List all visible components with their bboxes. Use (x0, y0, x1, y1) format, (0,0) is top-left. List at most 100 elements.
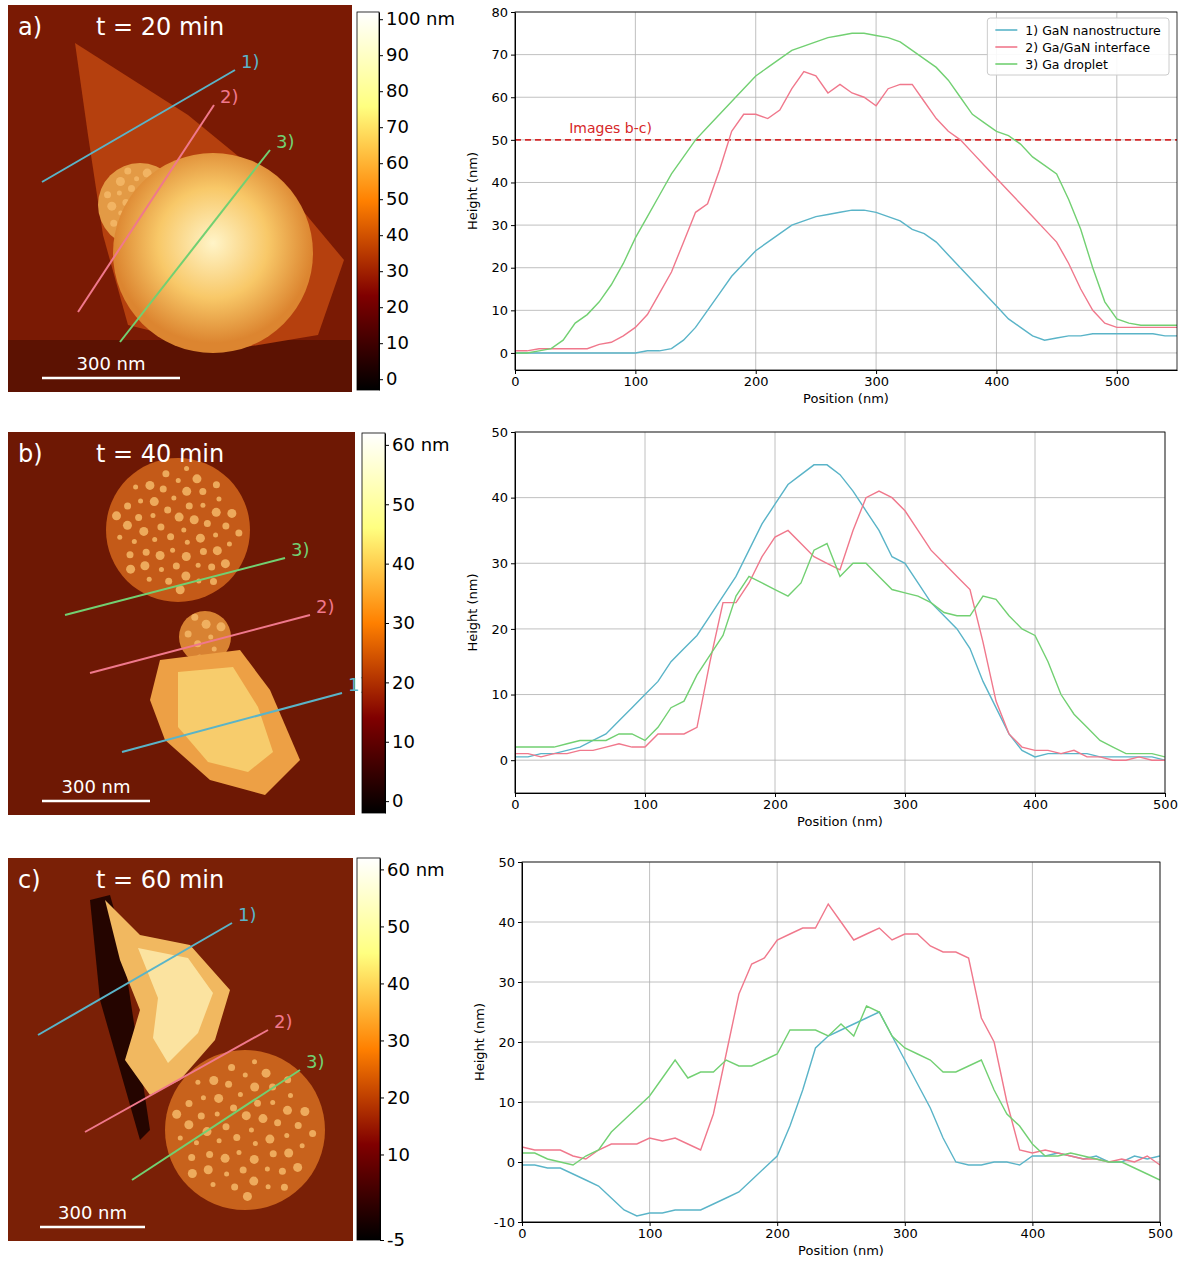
afm-panel: 1)2)3)b)t = 40 min300 nm (8, 432, 366, 815)
y-tick-mark (518, 862, 522, 863)
profile-label: 3) (291, 539, 309, 560)
colorbar-tick-label: 50 (392, 494, 415, 515)
afm-grain (279, 1168, 286, 1175)
series-line (515, 465, 1165, 760)
y-tick: 40 (498, 915, 522, 930)
colorbar-tick: -5 (380, 1229, 405, 1250)
colorbar-tick-label: 30 (386, 260, 409, 281)
plot-background (515, 12, 1177, 370)
x-axis-line (523, 1222, 1161, 1223)
colorbar-tick-label: 60 (386, 152, 409, 173)
plot-background (515, 432, 1165, 793)
y-tick: 10 (491, 303, 515, 318)
colorbar-tick: 30 (379, 260, 409, 281)
afm-grain (265, 1135, 274, 1144)
x-axis-line (516, 370, 1178, 371)
afm-grain (173, 563, 180, 570)
grid-line (635, 12, 636, 370)
afm-grain (133, 484, 138, 489)
afm-grain (252, 1059, 257, 1064)
reference-line (515, 139, 1177, 141)
x-tick: 200 (763, 793, 788, 812)
panel-title: t = 60 min (96, 866, 224, 894)
afm-grain (213, 546, 222, 555)
afm-grain (270, 1150, 277, 1157)
afm-grain (283, 1106, 292, 1115)
colorbar-tick-mark (379, 163, 383, 164)
scale-bar-label: 300 nm (76, 353, 145, 374)
y-tick: 70 (491, 47, 515, 62)
grid-line (755, 12, 756, 370)
afm-nanostructure (150, 650, 300, 795)
colorbar-tick-label: 50 (386, 188, 409, 209)
colorbar-tick-label: 30 (392, 612, 415, 633)
y-tick-mark (511, 140, 515, 141)
x-tick: 0 (511, 793, 519, 812)
y-tick: 10 (491, 687, 515, 702)
afm-grain (223, 1123, 230, 1130)
colorbar-tick-mark (385, 564, 389, 565)
afm-grain (195, 1080, 200, 1085)
y-tick: 0 (500, 753, 515, 768)
profile-label: 3) (306, 1051, 324, 1072)
afm-nanostructure (138, 948, 213, 1063)
series-line (515, 491, 1165, 760)
y-tick-label: 30 (491, 218, 508, 233)
y-tick-label: 30 (498, 975, 515, 990)
y-tick: 60 (491, 90, 515, 105)
y-tick: 20 (498, 1035, 522, 1050)
afm-grain (300, 1143, 305, 1148)
series-line (522, 1006, 1160, 1180)
x-tick-label: 400 (985, 374, 1010, 389)
colorbar-tick: 20 (380, 1087, 410, 1108)
profile-line (65, 558, 285, 615)
colorbar-axis: -5102030405060 nm (380, 859, 445, 1251)
y-tick-label: 0 (507, 1155, 515, 1170)
afm-grain (240, 1167, 247, 1174)
y-tick-mark (511, 97, 515, 98)
y-tick-label: 80 (491, 5, 508, 20)
afm-grain (190, 515, 199, 524)
afm-grain (128, 185, 135, 192)
profile-label: 1) (241, 51, 259, 72)
y-tick-mark (511, 353, 515, 354)
afm-grain (191, 614, 198, 621)
colorbar-axis: 0102030405060708090100 nm (379, 8, 455, 390)
afm-grain (147, 577, 152, 582)
panel-letter: a) (18, 13, 42, 41)
x-tick: 100 (638, 1222, 663, 1241)
grid-line (515, 563, 1165, 564)
afm-grain (196, 534, 205, 543)
y-tick-mark (511, 268, 515, 269)
colorbar-tick-mark (385, 445, 389, 446)
profile-label: 2) (316, 596, 334, 617)
y-tick-label: 20 (491, 260, 508, 275)
afm-image (8, 5, 352, 392)
grid-line (876, 12, 877, 370)
colorbar-tick: 40 (385, 553, 415, 574)
line-chart: 0100200300400500-1001020304050Position (… (472, 855, 1173, 1258)
panel-letter: b) (18, 440, 43, 468)
x-axis-title: Position (nm) (798, 1243, 884, 1258)
grid-line (775, 432, 776, 793)
profile-line (38, 923, 232, 1035)
x-tick-label: 200 (763, 797, 788, 812)
y-tick-mark (511, 498, 515, 499)
afm-grain (274, 1119, 281, 1126)
afm-grain (188, 1169, 197, 1178)
afm-grain (235, 530, 242, 537)
colorbar-axis-line (380, 859, 381, 1241)
afm-grain (231, 1183, 238, 1190)
grid-line (515, 97, 1177, 98)
colorbar-axis: 0102030405060 nm (385, 434, 450, 814)
afm-grain (196, 563, 201, 568)
x-tick-label: 0 (518, 1226, 526, 1241)
afm-grain (253, 1141, 258, 1146)
afm-grain (217, 1138, 222, 1143)
afm-region (8, 340, 352, 392)
x-axis-title: Position (nm) (803, 391, 889, 406)
colorbar-tick: 60 nm (385, 434, 450, 455)
y-tick-label: 10 (498, 1095, 515, 1110)
colorbar-tick-label: 70 (386, 116, 409, 137)
afm-grain (104, 191, 111, 198)
